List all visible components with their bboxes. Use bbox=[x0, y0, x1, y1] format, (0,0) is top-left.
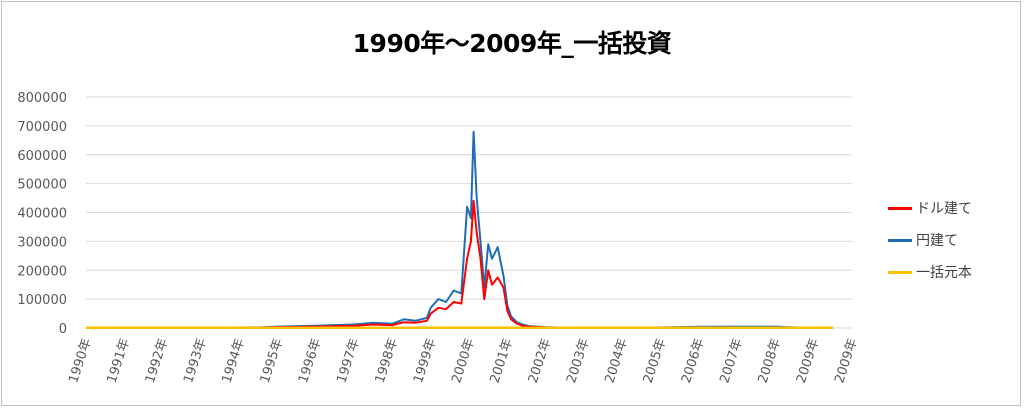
x-tick-label: 1994年 bbox=[219, 337, 248, 385]
legend-label-dollar: ドル建て bbox=[916, 201, 972, 217]
y-tick-label: 300000 bbox=[17, 235, 67, 250]
x-tick-label: 2005年 bbox=[641, 337, 670, 385]
legend-swatch-dollar bbox=[888, 207, 912, 210]
x-tick-label: 2006年 bbox=[679, 337, 708, 385]
y-tick-label: 600000 bbox=[17, 149, 67, 164]
x-tick-label: 2008年 bbox=[756, 337, 785, 385]
x-tick-label: 1997年 bbox=[334, 337, 363, 385]
y-tick-label: 700000 bbox=[17, 120, 67, 135]
x-tick-label: 1996年 bbox=[296, 337, 325, 385]
chart-title: 1990年～2009年_一括投資 bbox=[352, 29, 672, 58]
x-tick-label: 1991年 bbox=[105, 337, 134, 385]
y-tick-label: 500000 bbox=[17, 178, 67, 193]
legend-label-yen: 円建て bbox=[916, 233, 958, 249]
x-tick-label: 1992年 bbox=[143, 337, 172, 385]
y-tick-label: 0 bbox=[59, 322, 67, 337]
x-tick-label: 2009年 bbox=[832, 337, 861, 385]
y-tick-label: 400000 bbox=[17, 207, 67, 222]
legend-label-principal: 一括元本 bbox=[916, 265, 972, 281]
legend-swatch-principal bbox=[888, 271, 912, 274]
y-tick-label: 200000 bbox=[17, 264, 67, 279]
series-line-1 bbox=[85, 130, 833, 329]
x-tick-label: 1993年 bbox=[181, 337, 210, 385]
x-tick-label: 2001年 bbox=[488, 337, 517, 385]
legend-swatch-yen bbox=[888, 239, 912, 242]
x-tick-label: 1990年 bbox=[66, 337, 95, 385]
y-tick-label: 100000 bbox=[17, 293, 67, 308]
x-tick-label: 2007年 bbox=[717, 337, 746, 385]
x-tick-label: 1999年 bbox=[411, 337, 440, 385]
x-tick-label: 1995年 bbox=[258, 337, 287, 385]
series-line-0 bbox=[85, 199, 833, 329]
x-tick-label: 2003年 bbox=[564, 337, 593, 385]
x-tick-label: 2009年 bbox=[794, 337, 823, 385]
x-tick-label: 2000年 bbox=[449, 337, 478, 385]
y-tick-label: 800000 bbox=[17, 91, 67, 106]
x-tick-label: 2002年 bbox=[526, 337, 555, 385]
x-tick-label: 2004年 bbox=[602, 337, 631, 385]
x-tick-label: 1998年 bbox=[373, 337, 402, 385]
